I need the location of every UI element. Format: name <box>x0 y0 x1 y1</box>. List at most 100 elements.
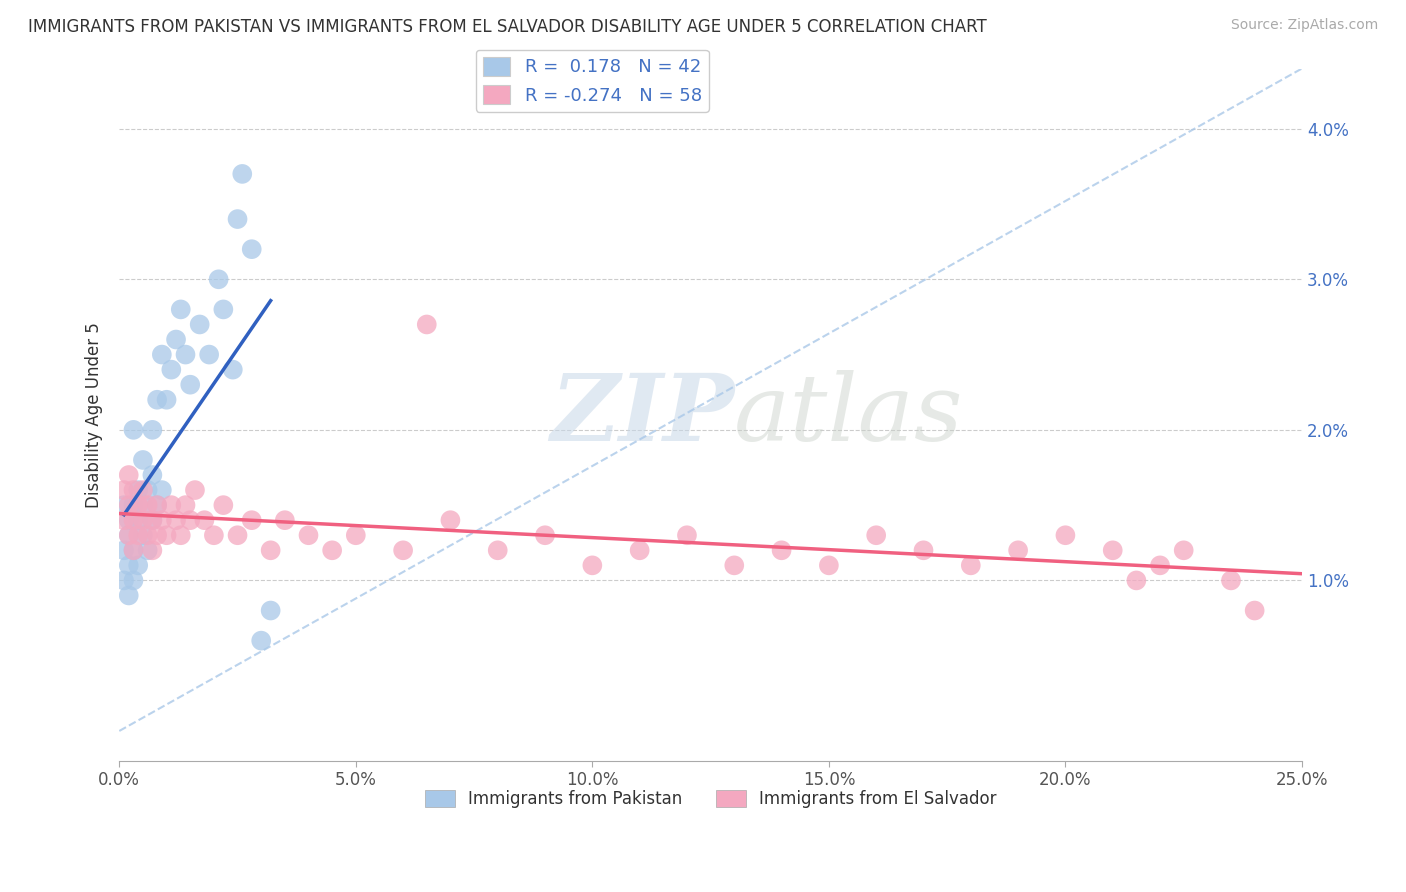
Point <box>297 528 319 542</box>
Point <box>122 423 145 437</box>
Point <box>146 498 169 512</box>
Point <box>122 543 145 558</box>
Point <box>127 498 149 512</box>
Point <box>321 543 343 558</box>
Point <box>1007 543 1029 558</box>
Point <box>112 483 135 497</box>
Point <box>250 633 273 648</box>
Point <box>122 498 145 512</box>
Point <box>165 333 187 347</box>
Point <box>207 272 229 286</box>
Point <box>202 528 225 542</box>
Point <box>1243 603 1265 617</box>
Point <box>146 528 169 542</box>
Point <box>136 528 159 542</box>
Y-axis label: Disability Age Under 5: Disability Age Under 5 <box>86 322 103 508</box>
Point <box>132 528 155 542</box>
Point <box>770 543 793 558</box>
Point <box>676 528 699 542</box>
Point <box>118 528 141 542</box>
Text: IMMIGRANTS FROM PAKISTAN VS IMMIGRANTS FROM EL SALVADOR DISABILITY AGE UNDER 5 C: IMMIGRANTS FROM PAKISTAN VS IMMIGRANTS F… <box>28 18 987 36</box>
Point <box>160 498 183 512</box>
Point <box>122 483 145 497</box>
Point <box>141 513 163 527</box>
Point <box>165 513 187 527</box>
Point <box>150 483 173 497</box>
Point <box>628 543 651 558</box>
Point <box>231 167 253 181</box>
Point <box>1149 558 1171 573</box>
Point <box>122 513 145 527</box>
Point <box>155 392 177 407</box>
Point <box>118 528 141 542</box>
Point <box>174 498 197 512</box>
Point <box>344 528 367 542</box>
Point <box>1054 528 1077 542</box>
Point <box>1173 543 1195 558</box>
Point <box>226 528 249 542</box>
Point <box>122 574 145 588</box>
Point <box>240 242 263 256</box>
Point <box>188 318 211 332</box>
Point <box>193 513 215 527</box>
Point <box>118 498 141 512</box>
Point <box>132 483 155 497</box>
Point <box>141 468 163 483</box>
Point <box>146 392 169 407</box>
Point <box>581 558 603 573</box>
Point <box>170 302 193 317</box>
Point <box>222 362 245 376</box>
Point <box>132 498 155 512</box>
Point <box>112 574 135 588</box>
Point <box>486 543 509 558</box>
Point <box>141 423 163 437</box>
Point <box>118 589 141 603</box>
Point <box>534 528 557 542</box>
Point <box>146 498 169 512</box>
Point <box>141 513 163 527</box>
Point <box>132 513 155 527</box>
Point <box>959 558 981 573</box>
Point <box>1101 543 1123 558</box>
Point <box>112 543 135 558</box>
Point <box>240 513 263 527</box>
Point <box>136 483 159 497</box>
Legend: Immigrants from Pakistan, Immigrants from El Salvador: Immigrants from Pakistan, Immigrants fro… <box>418 783 1002 815</box>
Point <box>416 318 439 332</box>
Point <box>127 483 149 497</box>
Point <box>865 528 887 542</box>
Point <box>439 513 461 527</box>
Point <box>150 348 173 362</box>
Point <box>179 513 201 527</box>
Point <box>174 348 197 362</box>
Point <box>392 543 415 558</box>
Point <box>118 513 141 527</box>
Point <box>141 543 163 558</box>
Point <box>1220 574 1243 588</box>
Point <box>132 453 155 467</box>
Text: Source: ZipAtlas.com: Source: ZipAtlas.com <box>1230 18 1378 32</box>
Point <box>1125 574 1147 588</box>
Point <box>150 513 173 527</box>
Point <box>260 603 283 617</box>
Point <box>184 483 207 497</box>
Point <box>136 498 159 512</box>
Text: ZIP: ZIP <box>550 370 734 459</box>
Point <box>127 513 149 527</box>
Point <box>274 513 297 527</box>
Point <box>118 468 141 483</box>
Point <box>127 528 149 542</box>
Point <box>212 302 235 317</box>
Text: atlas: atlas <box>734 370 963 459</box>
Point <box>160 362 183 376</box>
Point <box>122 543 145 558</box>
Point <box>155 528 177 542</box>
Point <box>112 498 135 512</box>
Point <box>136 543 159 558</box>
Point <box>212 498 235 512</box>
Point <box>112 513 135 527</box>
Point <box>226 212 249 227</box>
Point <box>118 558 141 573</box>
Point <box>912 543 935 558</box>
Point <box>179 377 201 392</box>
